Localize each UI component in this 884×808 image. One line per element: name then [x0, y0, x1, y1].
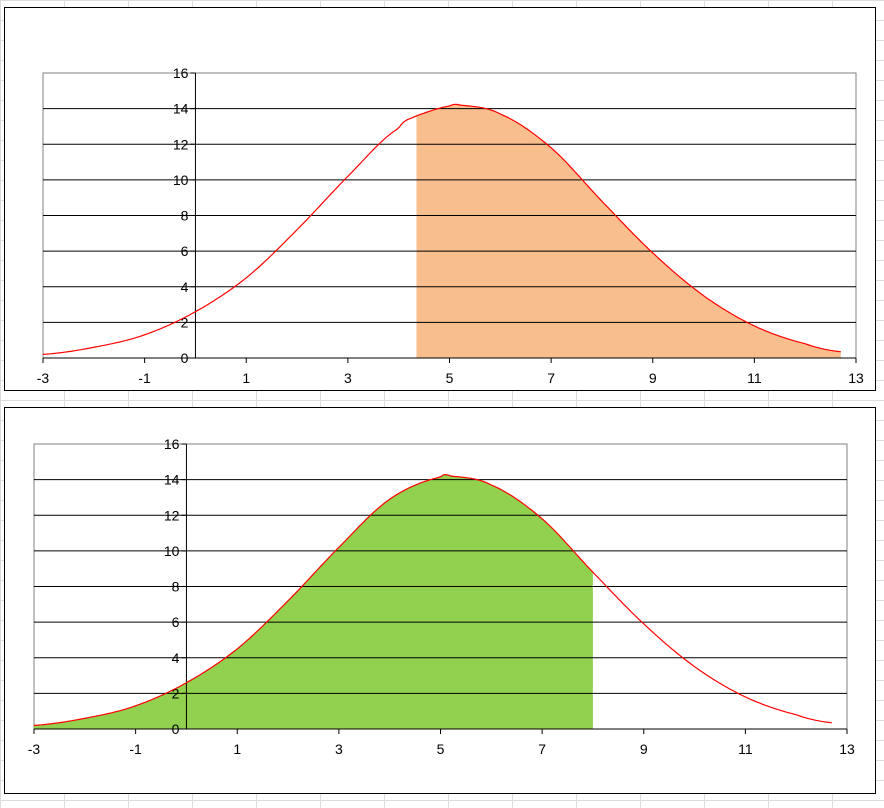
- x-tick-label: 5: [437, 741, 445, 757]
- x-tick-label: 5: [446, 370, 454, 386]
- x-tick-label: -1: [138, 370, 151, 386]
- y-tick-label: 6: [181, 243, 189, 259]
- x-tick-label: 3: [335, 741, 343, 757]
- y-tick-label: 2: [172, 685, 180, 701]
- x-tick-label: 9: [649, 370, 657, 386]
- y-tick-label: 10: [173, 172, 189, 188]
- y-tick-label: 4: [172, 650, 180, 666]
- x-tick-label: 11: [738, 741, 753, 757]
- y-tick-label: 0: [172, 721, 180, 737]
- x-tick-label: 1: [242, 370, 250, 386]
- x-tick-label: -1: [129, 741, 142, 757]
- x-tick-label: 11: [747, 370, 762, 386]
- y-tick-label: 8: [181, 208, 189, 224]
- y-tick-label: 12: [173, 136, 189, 152]
- y-tick-label: 16: [173, 65, 189, 81]
- shaded-area: [34, 474, 593, 729]
- x-tick-label: -3: [37, 370, 50, 386]
- chart-frame-lower: 0 2 4 6 8 10 12 14 16 -3 -1 1 3 5 7 9 11 13: [4, 407, 876, 794]
- x-tick-label: 13: [839, 741, 855, 757]
- y-tick-label: 10: [164, 543, 180, 559]
- distribution-curve: [33, 473, 832, 726]
- y-tick-label: 8: [172, 579, 180, 595]
- x-tick-label: 3: [344, 370, 352, 386]
- y-tick-label: 14: [164, 472, 180, 488]
- y-tick-label: 4: [181, 279, 189, 295]
- y-tick-label: 16: [164, 436, 180, 452]
- y-tick-label: 14: [173, 101, 189, 117]
- x-tick-label: 13: [848, 370, 864, 386]
- y-tick-label: 2: [181, 314, 189, 330]
- y-tick-label: 0: [181, 350, 189, 366]
- y-tick-label: 6: [172, 614, 180, 630]
- distribution-curve: [42, 103, 841, 355]
- x-tick-label: 1: [233, 741, 241, 757]
- chart-frame-upper: 0 2 4 6 8 10 12 14 16 -3 -1 1 3 5 7 9 11 13: [4, 7, 876, 391]
- x-tick-label: -3: [28, 741, 41, 757]
- x-tick-label: 9: [640, 741, 648, 757]
- x-tick-label: 7: [547, 370, 555, 386]
- shaded-area: [416, 104, 841, 358]
- x-tick-label: 7: [538, 741, 546, 757]
- y-tick-label: 12: [164, 507, 180, 523]
